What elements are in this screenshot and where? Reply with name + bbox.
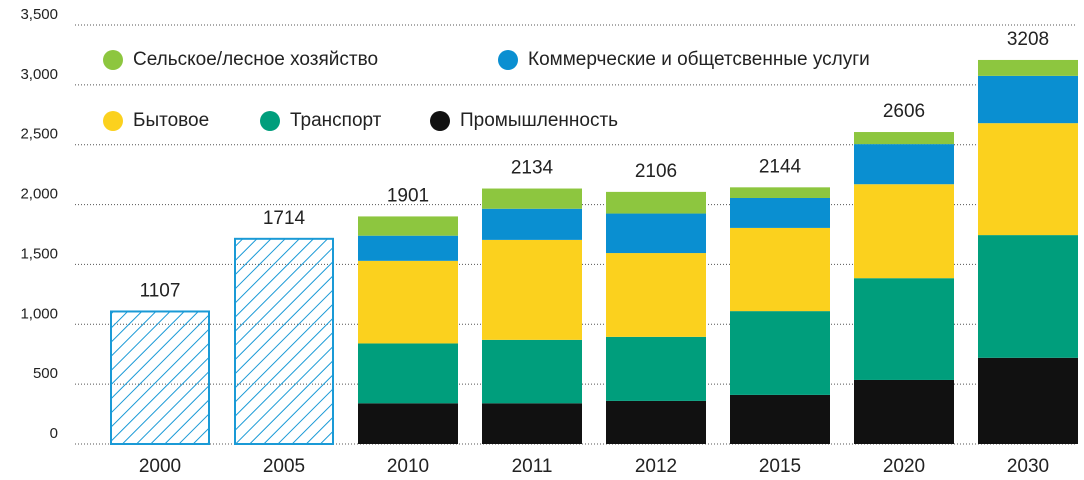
bar-segment [358,260,458,344]
total-label: 2134 [511,158,554,179]
bar-segment [730,311,830,395]
bar-segment [358,403,458,444]
legend-label: Коммерческие и общетсвенные услуги [528,49,870,70]
x-tick-label: 2011 [512,456,553,477]
hatched-bar [110,310,210,445]
y-tick-label: 2,500 [20,126,58,143]
y-tick-label: 2,000 [20,186,58,203]
bar-segment [978,123,1078,236]
total-label: 2106 [635,161,677,182]
total-label: 2606 [883,101,925,122]
bar-segment [730,394,830,444]
bar-segment [978,59,1078,76]
y-tick-label: 3,000 [20,66,58,83]
x-tick-label: 2012 [635,456,677,477]
bar-segment [606,336,706,401]
bar-segment [854,132,954,145]
bar-segment [358,343,458,404]
bar-segment [606,400,706,444]
bar-segment [358,216,458,236]
bar-segment [606,191,706,214]
legend-marker [103,50,123,70]
legend-marker [260,111,280,131]
total-label: 3208 [1007,29,1049,50]
legend-marker [103,111,123,131]
legend-label: Сельское/лесное хозяйство [133,49,378,70]
y-tick-label: 0 [50,425,58,442]
bar-segment [482,339,582,404]
total-label: 1107 [140,280,181,301]
legend-label: Промышленность [460,110,618,131]
bar-segment [482,403,582,444]
bar-segment [482,188,582,209]
legend-label: Бытовое [133,110,209,131]
y-tick-label: 500 [33,365,58,382]
total-label: 2144 [759,156,802,177]
y-tick-label: 3,500 [20,6,58,23]
legend-label: Транспорт [290,110,382,131]
bar-segment [482,208,582,240]
x-tick-label: 2030 [1007,456,1049,477]
x-tick-label: 2010 [387,456,429,477]
bar-segment [854,144,954,185]
y-tick-label: 1,000 [20,305,58,322]
total-label: 1901 [387,185,429,206]
bar-segment [482,239,582,340]
bar-segment [358,235,458,261]
bar-segment [730,227,830,312]
bar-segment [854,379,954,444]
bar-segment [730,197,830,228]
bar-segment [606,253,706,337]
x-tick-label: 2020 [883,456,925,477]
total-label: 1714 [263,208,306,229]
bar-segment [730,187,830,198]
y-tick-label: 1,500 [20,245,58,262]
bar-segment [978,75,1078,124]
bar-segment [978,357,1078,444]
bar-segment [606,213,706,254]
legend-marker [430,111,450,131]
x-tick-label: 2015 [759,456,801,477]
x-tick-label: 2000 [139,456,181,477]
bar-segment [854,184,954,279]
bar-segment [854,278,954,380]
hatched-bar [234,237,334,445]
legend-marker [498,50,518,70]
bar-segment [978,235,1078,358]
x-tick-label: 2005 [263,456,305,477]
